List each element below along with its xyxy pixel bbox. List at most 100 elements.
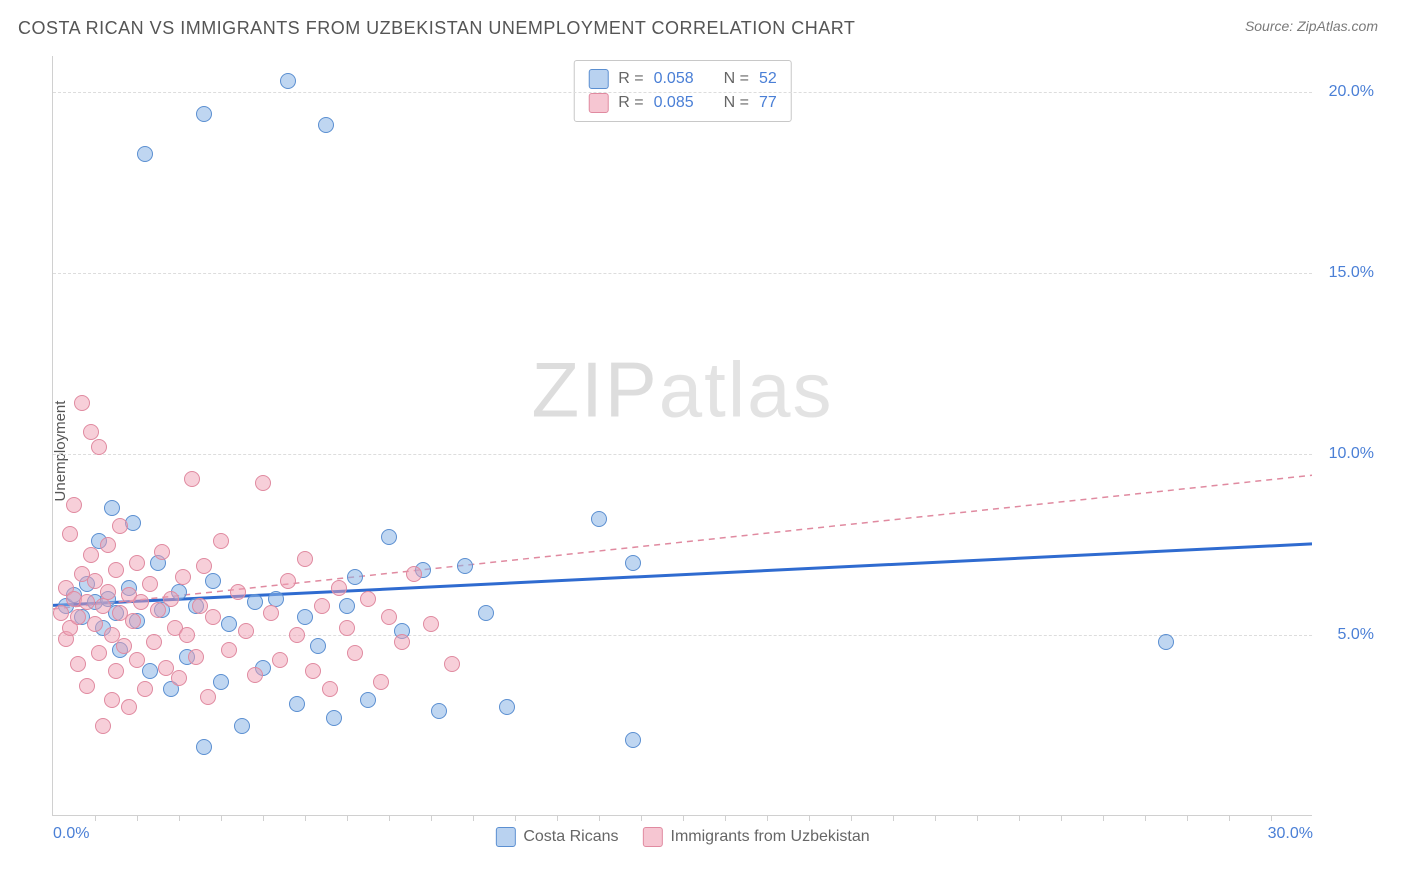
data-point [104,692,120,708]
x-tick-label: 30.0% [1268,825,1313,843]
legend-label: Costa Ricans [523,828,618,846]
data-point [53,605,69,621]
data-point [205,609,221,625]
data-point [91,439,107,455]
data-point [1158,634,1174,650]
data-point [431,703,447,719]
data-point [314,598,330,614]
data-point [137,681,153,697]
data-point [406,566,422,582]
data-point [100,584,116,600]
x-tick-mark [473,815,474,821]
legend-row-uzbekistan: R = 0.085 N = 77 [588,91,777,115]
swatch-pink-icon [642,827,662,847]
data-point [394,634,410,650]
source-label: Source: ZipAtlas.com [1245,18,1378,34]
data-point [100,537,116,553]
data-point [381,529,397,545]
x-tick-mark [1145,815,1146,821]
data-point [129,555,145,571]
data-point [205,573,221,589]
data-point [179,627,195,643]
x-tick-mark [977,815,978,821]
gridline-h [53,273,1312,274]
x-tick-mark [137,815,138,821]
trend-lines [53,56,1312,815]
data-point [247,667,263,683]
data-point [188,649,204,665]
plot-area: ZIPatlas R = 0.058 N = 52 R = 0.085 N = … [52,56,1312,816]
data-point [70,609,86,625]
x-tick-mark [263,815,264,821]
x-tick-mark [179,815,180,821]
x-tick-mark [1187,815,1188,821]
data-point [142,663,158,679]
data-point [142,576,158,592]
data-point [373,674,389,690]
data-point [116,638,132,654]
data-point [87,616,103,632]
data-point [305,663,321,679]
data-point [213,674,229,690]
y-tick-label: 10.0% [1329,445,1374,463]
watermark-atlas: atlas [659,345,834,433]
data-point [104,500,120,516]
data-point [74,395,90,411]
data-point [280,73,296,89]
data-point [289,696,305,712]
data-point [137,146,153,162]
data-point [289,627,305,643]
data-point [146,634,162,650]
data-point [423,616,439,632]
y-tick-label: 20.0% [1329,83,1374,101]
n-value: 77 [759,94,777,112]
x-tick-mark [935,815,936,821]
x-tick-mark [767,815,768,821]
data-point [230,584,246,600]
data-point [238,623,254,639]
data-point [339,598,355,614]
data-point [297,609,313,625]
data-point [625,732,641,748]
x-tick-mark [557,815,558,821]
data-point [91,645,107,661]
gridline-h [53,92,1312,93]
data-point [129,652,145,668]
data-point [200,689,216,705]
data-point [318,117,334,133]
data-point [108,562,124,578]
r-value: 0.085 [654,94,694,112]
legend-row-costa-ricans: R = 0.058 N = 52 [588,67,777,91]
data-point [171,670,187,686]
x-tick-mark [1061,815,1062,821]
x-tick-mark [389,815,390,821]
data-point [108,663,124,679]
data-point [196,558,212,574]
data-point [184,471,200,487]
data-point [79,594,95,610]
data-point [79,678,95,694]
watermark: ZIPatlas [531,344,833,435]
data-point [499,699,515,715]
data-point [625,555,641,571]
data-point [125,613,141,629]
legend-label: Immigrants from Uzbekistan [670,828,869,846]
x-tick-mark [809,815,810,821]
r-label: R = [618,94,643,112]
data-point [196,739,212,755]
chart-title: COSTA RICAN VS IMMIGRANTS FROM UZBEKISTA… [18,18,855,39]
r-value: 0.058 [654,70,694,88]
data-point [70,656,86,672]
x-tick-mark [221,815,222,821]
data-point [347,569,363,585]
data-point [234,718,250,734]
data-point [133,594,149,610]
x-tick-mark [851,815,852,821]
x-tick-mark [1019,815,1020,821]
x-tick-mark [683,815,684,821]
swatch-blue-icon [495,827,515,847]
data-point [310,638,326,654]
data-point [322,681,338,697]
data-point [339,620,355,636]
x-tick-mark [305,815,306,821]
